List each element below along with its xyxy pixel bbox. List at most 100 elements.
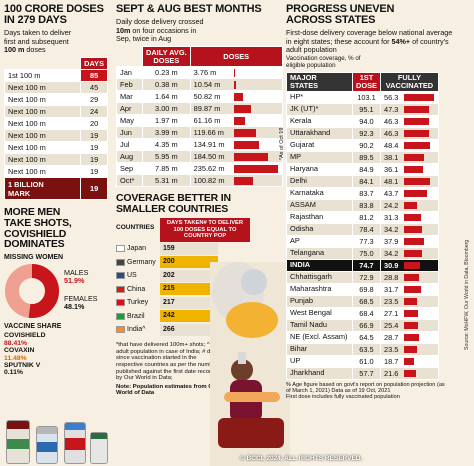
month-doses-cell: 50.82 m <box>189 90 283 104</box>
state-row: Odisha 78.4 34.2 <box>286 222 439 236</box>
state-first-dose: 68.4 <box>352 306 381 320</box>
doses-row-days: 85 <box>80 69 108 83</box>
state-fully-vaccinated-cell: 56.3 <box>379 90 439 104</box>
state-fully-vaccinated-value: 28.7 <box>383 332 399 342</box>
doses-subtitle-line-2: first and subsequent <box>4 36 69 46</box>
covaxin-vial <box>36 426 58 464</box>
state-first-dose: 83.7 <box>352 186 381 200</box>
country-days-value: 200 <box>163 258 175 266</box>
month-label: Feb <box>116 78 143 92</box>
doses-row-days: 24 <box>80 105 108 119</box>
doses-subtitle: Days taken to deliver first and subseque… <box>4 29 110 54</box>
country-days-cell: 200 <box>160 256 218 269</box>
state-fully-vaccinated-cell: 18.7 <box>379 354 439 368</box>
state-name: Chhattisgarh <box>286 270 353 284</box>
month-doses-cell: 119.66 m <box>189 126 283 140</box>
country-days-cell: 159 <box>160 242 218 255</box>
state-first-dose: 92.3 <box>352 126 381 140</box>
men-title: MORE MEN TAKE SHOTS, COVISHIELD DOMINATE… <box>4 207 110 250</box>
month-daily-avg: 1.97 m <box>142 114 191 128</box>
state-fully-vaccinated-value: 48.4 <box>383 140 399 150</box>
months-subtitle-line-3: Sep, twice in Aug <box>116 33 172 43</box>
doses-row-label: Next 100 m <box>3 105 82 119</box>
male-slice <box>5 264 59 319</box>
vaccine-share-list: COVISHIELD 88.41% COVAXIN 11.48% SPUTNIK… <box>4 332 110 377</box>
doses-row-label: Next 100 m <box>3 81 82 95</box>
state-row: Kerala 94.0 46.3 <box>286 114 439 128</box>
month-label: Jan <box>116 66 143 80</box>
month-doses-cell: 61.16 m <box>189 114 283 128</box>
state-name: Gujarat <box>286 138 353 152</box>
state-fully-vaccinated-value: 23.5 <box>383 344 399 354</box>
doses-row-days: 20 <box>80 117 108 131</box>
countries-header: COUNTRIES DAYS TAKEN# TO DELIVER 100 DOS… <box>116 218 286 242</box>
month-doses-bar <box>233 81 236 90</box>
state-fully-vaccinated-bar <box>403 238 424 246</box>
month-doses-cell: 184.50 m <box>189 150 283 164</box>
states-subtitle-emphasis: 54%+ <box>391 36 411 46</box>
month-doses-cell: 89.87 m <box>189 102 283 116</box>
state-row: INDIA 74.7 30.9 <box>286 258 439 272</box>
state-fully-vaccinated-value: 47.3 <box>383 104 399 114</box>
state-fully-vaccinated-value: 56.3 <box>383 92 399 102</box>
month-doses-bar <box>233 129 256 138</box>
state-first-dose: 84.9 <box>352 162 381 176</box>
state-row: Punjab 68.5 23.5 <box>286 294 439 308</box>
state-fully-vaccinated-bar <box>403 94 434 102</box>
state-name: Kerala <box>286 114 353 128</box>
doses-row-label: Next 100 m <box>3 117 82 131</box>
state-first-dose: 75.0 <box>352 246 381 260</box>
state-fully-vaccinated-bar <box>403 154 424 162</box>
month-doses-value: 50.82 m <box>193 92 221 102</box>
state-fully-vaccinated-bar <box>403 346 417 354</box>
months-header-row: DAILY AVG. DOSES DOSES <box>117 46 283 68</box>
state-fully-vaccinated-value: 34.2 <box>383 248 399 258</box>
share-covishield: COVISHIELD <box>4 332 110 339</box>
doses-table: DAYS 1st 100 m 85 Next 100 m 45 Next 100 m 29… <box>3 57 108 201</box>
state-fully-vaccinated-cell: 25.4 <box>379 318 439 332</box>
state-fully-vaccinated-cell: 48.4 <box>379 138 439 152</box>
females-legend: FEMALES 48.1% <box>64 295 98 311</box>
state-fully-vaccinated-value: 46.3 <box>383 128 399 138</box>
covishield-vial <box>6 420 30 464</box>
doses-row: Next 100 m 19 <box>3 141 108 155</box>
doses-row: Next 100 m 45 <box>3 81 108 95</box>
state-name: INDIA <box>286 258 353 272</box>
month-doses-value: 61.16 m <box>193 116 221 126</box>
doses-row-days: 29 <box>80 93 108 107</box>
country-name: Japan <box>127 245 147 253</box>
months-subtitle: Daily dose delivery crossed 10m on four … <box>116 17 286 43</box>
state-fully-vaccinated-cell: 48.1 <box>379 174 439 188</box>
state-name: Odisha <box>286 222 353 236</box>
month-daily-avg: 5.31 m <box>142 174 191 188</box>
vaccine-vials-illustration <box>6 420 110 464</box>
state-row: Delhi 84.1 48.1 <box>286 174 439 188</box>
females-value: 48.1% <box>64 302 85 312</box>
month-row: May 1.97 m 61.16 m <box>116 114 283 128</box>
fully-vaccinated-header-line-1: FULLY <box>397 72 422 82</box>
country-row: Germany 200 <box>116 256 286 269</box>
month-row: Jul 4.35 m 134.91 m <box>116 138 283 152</box>
days-taken-col-header: DAYS TAKEN# TO DELIVER 100 DOSES EQUAL T… <box>160 218 250 242</box>
state-fully-vaccinated-value: 43.7 <box>383 188 399 198</box>
state-fully-vaccinated-cell: 34.2 <box>379 222 439 236</box>
countries-rows: Japan 159 Germany 200 US 202 China 215 Turkey 217… <box>116 242 286 337</box>
doses-subtitle-line-1: Days taken to deliver <box>4 28 72 38</box>
country-days-value: 217 <box>163 298 175 306</box>
country-flag-icon <box>116 245 125 253</box>
doses-row: Next 100 m 29 <box>3 93 108 107</box>
month-daily-avg: 3.99 m <box>142 126 191 140</box>
state-first-dose: 81.2 <box>352 210 381 224</box>
state-first-dose: 95.1 <box>352 102 381 116</box>
country-name: China <box>127 285 146 293</box>
major-states-header-line-2: STATES <box>290 80 319 90</box>
doses-row-days: 19 <box>80 129 108 143</box>
state-first-dose: 69.8 <box>352 282 381 296</box>
country-days-value: 215 <box>163 285 175 293</box>
state-name: Tamil Nadu <box>286 318 353 332</box>
state-fully-vaccinated-bar <box>403 334 419 342</box>
state-row: MP 89.5 38.1 <box>286 150 439 164</box>
months-column: SEPT & AUG BEST MONTHS Daily dose delive… <box>116 0 290 466</box>
state-row: HP* 103.1 56.3 <box>286 90 439 104</box>
country-days-cell: 202 <box>160 269 218 282</box>
